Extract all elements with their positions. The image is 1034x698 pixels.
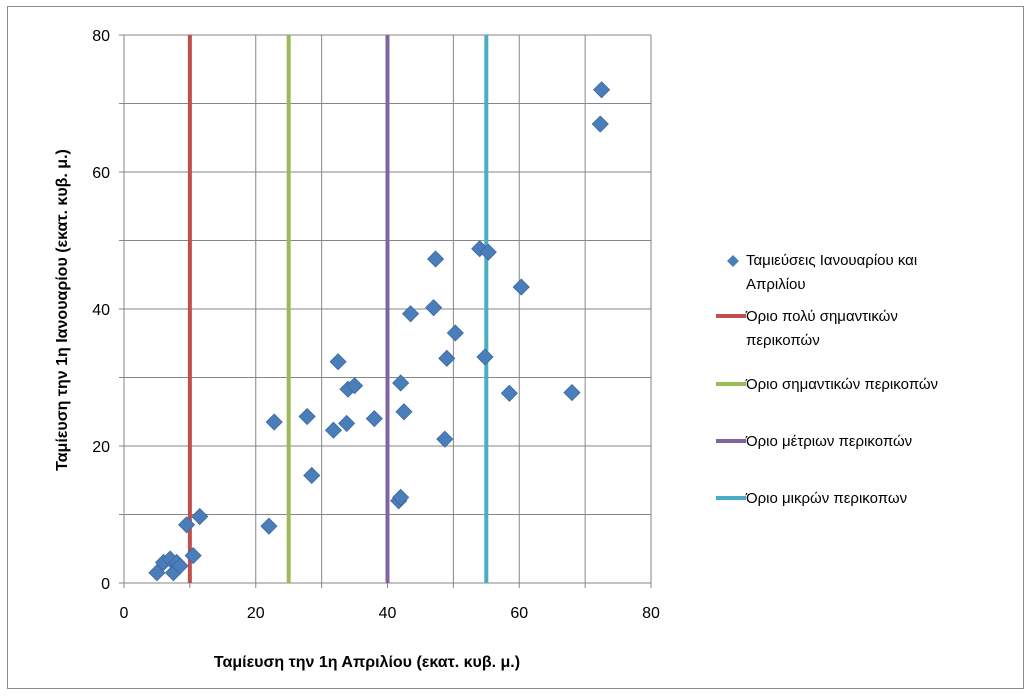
data-point [185, 548, 201, 564]
y-tick-label: 60 [92, 165, 110, 182]
tick-labels: 0 20 40 60 80 0 20 40 60 80 [92, 28, 660, 622]
data-point [366, 411, 382, 427]
data-point [396, 404, 412, 420]
x-tick-label: 20 [247, 605, 265, 622]
data-point [339, 415, 355, 431]
data-point [437, 431, 453, 447]
legend-label: Όριο πολύ σημαντικών [745, 308, 898, 325]
legend-label: Όριο μέτριων περικοπών [745, 433, 912, 450]
data-point [325, 422, 341, 438]
data-point [447, 325, 463, 341]
legend-label: Ταμιεύσεις Ιανουαρίου και [746, 252, 917, 269]
data-point [594, 82, 610, 98]
grid [119, 35, 651, 588]
data-point [592, 116, 608, 132]
x-tick-label: 0 [120, 605, 129, 622]
data-point [564, 385, 580, 401]
data-point [192, 509, 208, 525]
y-tick-label: 40 [92, 302, 110, 319]
data-point [304, 467, 320, 483]
legend-label: περικοπών [746, 332, 820, 349]
data-point [299, 409, 315, 425]
data-point [439, 350, 455, 366]
x-tick-label: 80 [642, 605, 660, 622]
scatter-chart: 0 20 40 60 80 0 20 40 60 80 Ταμίευση την 1η Απριλ… [8, 7, 1023, 688]
data-point [330, 354, 346, 370]
x-axis-title: Ταμίευση την 1η Απριλίου (εκατ. κυβ. μ.) [214, 654, 520, 671]
x-tick-label: 40 [379, 605, 397, 622]
y-tick-label: 20 [92, 439, 110, 456]
data-point [426, 300, 442, 316]
legend-marker [727, 255, 739, 267]
data-points [149, 82, 610, 581]
data-point [513, 279, 529, 295]
legend-label: Όριο σημαντικών περικοπών [745, 376, 938, 393]
data-point [428, 251, 444, 267]
y-tick-label: 80 [92, 28, 110, 45]
legend: Ταμιεύσεις Ιανουαρίου και Απριλίου Όριο πο… [716, 252, 938, 507]
y-tick-label: 0 [101, 576, 110, 593]
data-point [261, 518, 277, 534]
data-point [501, 385, 517, 401]
legend-label: Απριλίου [746, 276, 806, 293]
legend-label: Όριο μικρών περικοπων [745, 490, 907, 507]
x-tick-label: 60 [510, 605, 528, 622]
data-point [266, 414, 282, 430]
data-point [179, 517, 195, 533]
data-point [477, 349, 493, 365]
y-axis-title: Ταμίευση την 1η Ιανουαρίου (εκατ. κυβ. μ… [54, 149, 71, 471]
data-point [403, 306, 419, 322]
chart-frame: 0 20 40 60 80 0 20 40 60 80 Ταμίευση την 1η Απριλ… [7, 6, 1024, 689]
